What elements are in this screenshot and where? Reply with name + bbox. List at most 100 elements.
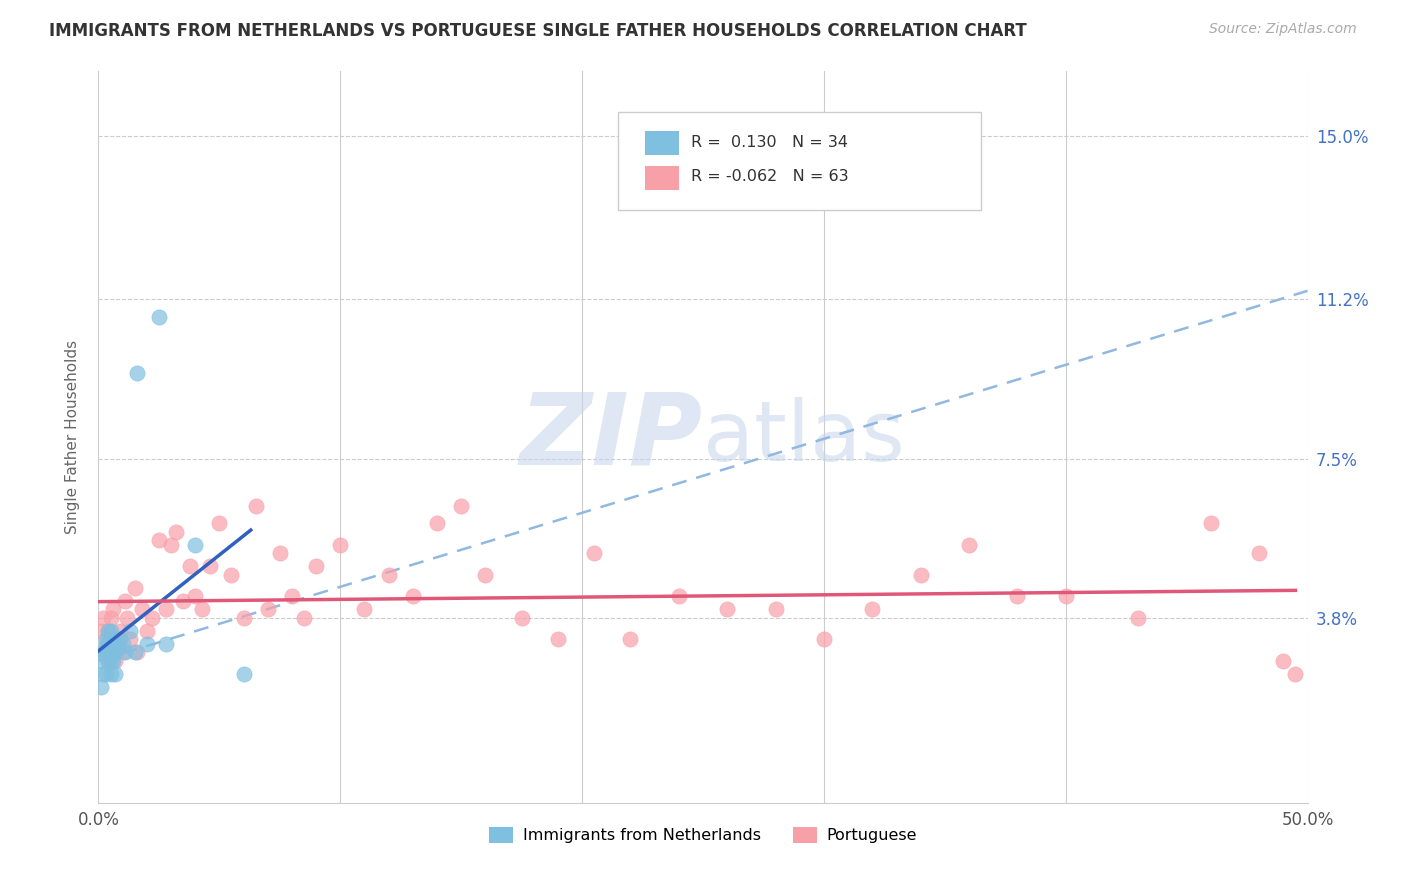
Text: ZIP: ZIP xyxy=(520,389,703,485)
Point xyxy=(111,637,134,651)
Point xyxy=(94,632,117,647)
Point xyxy=(208,516,231,530)
Point xyxy=(104,645,127,659)
Point xyxy=(94,666,117,681)
Point xyxy=(547,632,569,647)
Text: R =  0.130   N = 34: R = 0.130 N = 34 xyxy=(690,135,848,150)
Point xyxy=(813,632,835,647)
Point xyxy=(100,654,122,668)
Point xyxy=(716,602,738,616)
Point xyxy=(127,366,149,380)
Point xyxy=(124,645,146,659)
Point xyxy=(104,654,127,668)
Point xyxy=(101,654,124,668)
Point xyxy=(281,589,304,603)
Point xyxy=(269,546,291,560)
Point xyxy=(108,624,131,638)
Point xyxy=(97,624,120,638)
Point xyxy=(94,637,117,651)
Point xyxy=(94,645,117,659)
Point xyxy=(141,611,163,625)
FancyBboxPatch shape xyxy=(619,112,981,211)
Point xyxy=(184,538,207,552)
Point xyxy=(198,559,221,574)
Point xyxy=(160,538,183,552)
Point xyxy=(184,589,207,603)
Point xyxy=(90,680,112,694)
Point xyxy=(100,640,122,655)
Point xyxy=(131,602,153,616)
Point xyxy=(107,632,129,647)
Point xyxy=(104,632,127,647)
Point xyxy=(114,593,136,607)
Point xyxy=(148,533,170,548)
Point xyxy=(402,589,425,603)
Point xyxy=(1272,654,1295,668)
Point xyxy=(860,602,883,616)
Text: R = -0.062   N = 63: R = -0.062 N = 63 xyxy=(690,169,849,184)
Point xyxy=(426,516,449,530)
Point xyxy=(910,567,932,582)
Legend: Immigrants from Netherlands, Portuguese: Immigrants from Netherlands, Portuguese xyxy=(482,821,924,850)
FancyBboxPatch shape xyxy=(645,166,679,190)
Point xyxy=(1054,589,1077,603)
Point xyxy=(117,611,139,625)
Text: Source: ZipAtlas.com: Source: ZipAtlas.com xyxy=(1209,22,1357,37)
Point xyxy=(329,538,352,552)
Point xyxy=(1284,666,1306,681)
Point xyxy=(91,645,114,659)
Point xyxy=(232,611,254,625)
Point xyxy=(450,499,472,513)
Point xyxy=(510,611,533,625)
Point xyxy=(101,637,124,651)
Point xyxy=(97,637,120,651)
Point xyxy=(292,611,315,625)
Point xyxy=(97,654,120,668)
Point xyxy=(1007,589,1029,603)
Point xyxy=(91,666,114,681)
Point xyxy=(1249,546,1271,560)
Point xyxy=(111,645,134,659)
Point xyxy=(256,602,278,616)
Point xyxy=(90,624,112,638)
Point xyxy=(583,546,606,560)
Text: atlas: atlas xyxy=(703,397,904,477)
Point xyxy=(148,310,170,324)
Point xyxy=(1199,516,1222,530)
Point xyxy=(97,654,120,668)
Point xyxy=(124,581,146,595)
Point xyxy=(94,645,117,659)
Point xyxy=(101,602,124,616)
Point xyxy=(101,645,124,659)
Point xyxy=(957,538,980,552)
Point xyxy=(619,632,641,647)
Point xyxy=(100,645,122,659)
Point xyxy=(90,654,112,668)
Point xyxy=(118,624,141,638)
Point xyxy=(100,611,122,625)
Point xyxy=(668,589,690,603)
Point xyxy=(155,637,177,651)
Point xyxy=(232,666,254,681)
Point xyxy=(104,666,127,681)
Y-axis label: Single Father Households: Single Father Households xyxy=(65,340,80,534)
Point xyxy=(91,611,114,625)
Point xyxy=(107,640,129,655)
Point xyxy=(155,602,177,616)
Point xyxy=(179,559,201,574)
Point xyxy=(191,602,214,616)
Point xyxy=(1128,611,1150,625)
Point xyxy=(377,567,399,582)
FancyBboxPatch shape xyxy=(645,131,679,155)
Point xyxy=(97,624,120,638)
Point xyxy=(305,559,328,574)
Point xyxy=(221,567,243,582)
Point xyxy=(100,666,122,681)
Point xyxy=(172,593,194,607)
Point xyxy=(765,602,787,616)
Text: IMMIGRANTS FROM NETHERLANDS VS PORTUGUESE SINGLE FATHER HOUSEHOLDS CORRELATION C: IMMIGRANTS FROM NETHERLANDS VS PORTUGUES… xyxy=(49,22,1026,40)
Point xyxy=(100,624,122,638)
Point xyxy=(135,624,157,638)
Point xyxy=(97,645,120,659)
Point xyxy=(127,645,149,659)
